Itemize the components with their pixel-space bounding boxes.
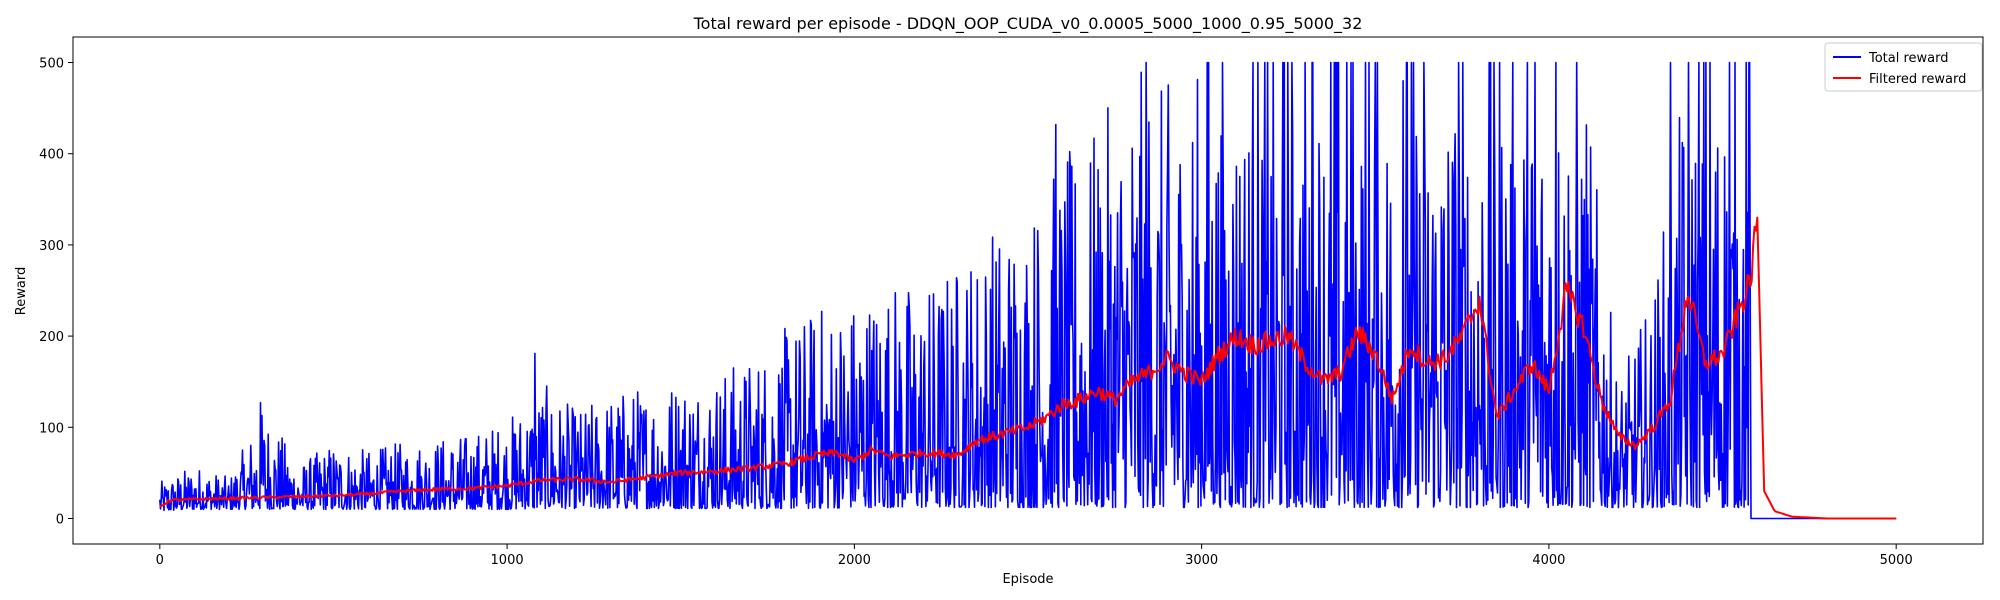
legend-label-total-reward: Total reward bbox=[1868, 51, 1949, 66]
y-axis-label: Reward bbox=[14, 267, 29, 315]
y-tick-label: 0 bbox=[56, 512, 64, 527]
legend-box bbox=[1824, 42, 1983, 92]
y-tick-label: 400 bbox=[39, 148, 64, 163]
plot-area-frame bbox=[72, 36, 1984, 545]
series-filtered-reward-line bbox=[159, 216, 1897, 520]
legend-label-filtered-reward: Filtered reward bbox=[1869, 72, 1966, 87]
x-axis-ticks: 0 1000 2000 3000 4000 5000 bbox=[156, 544, 1913, 568]
legend: Total reward Filtered reward bbox=[1824, 42, 1983, 92]
x-tick-label: 0 bbox=[156, 553, 164, 568]
y-tick-label: 100 bbox=[39, 421, 64, 436]
x-axis-label: Episode bbox=[1002, 572, 1053, 587]
y-tick-label: 300 bbox=[39, 239, 64, 254]
y-tick-label: 200 bbox=[39, 330, 64, 345]
y-axis-ticks: 0 100 200 300 400 500 bbox=[39, 57, 73, 527]
x-tick-label: 1000 bbox=[491, 553, 524, 568]
x-tick-label: 2000 bbox=[838, 553, 871, 568]
x-tick-label: 3000 bbox=[1185, 553, 1218, 568]
x-tick-label: 5000 bbox=[1880, 553, 1913, 568]
series-layer bbox=[159, 61, 1897, 520]
chart-title: Total reward per episode - DDQN_OOP_CUDA… bbox=[693, 14, 1363, 34]
x-tick-label: 4000 bbox=[1532, 553, 1565, 568]
y-tick-label: 500 bbox=[39, 57, 64, 72]
